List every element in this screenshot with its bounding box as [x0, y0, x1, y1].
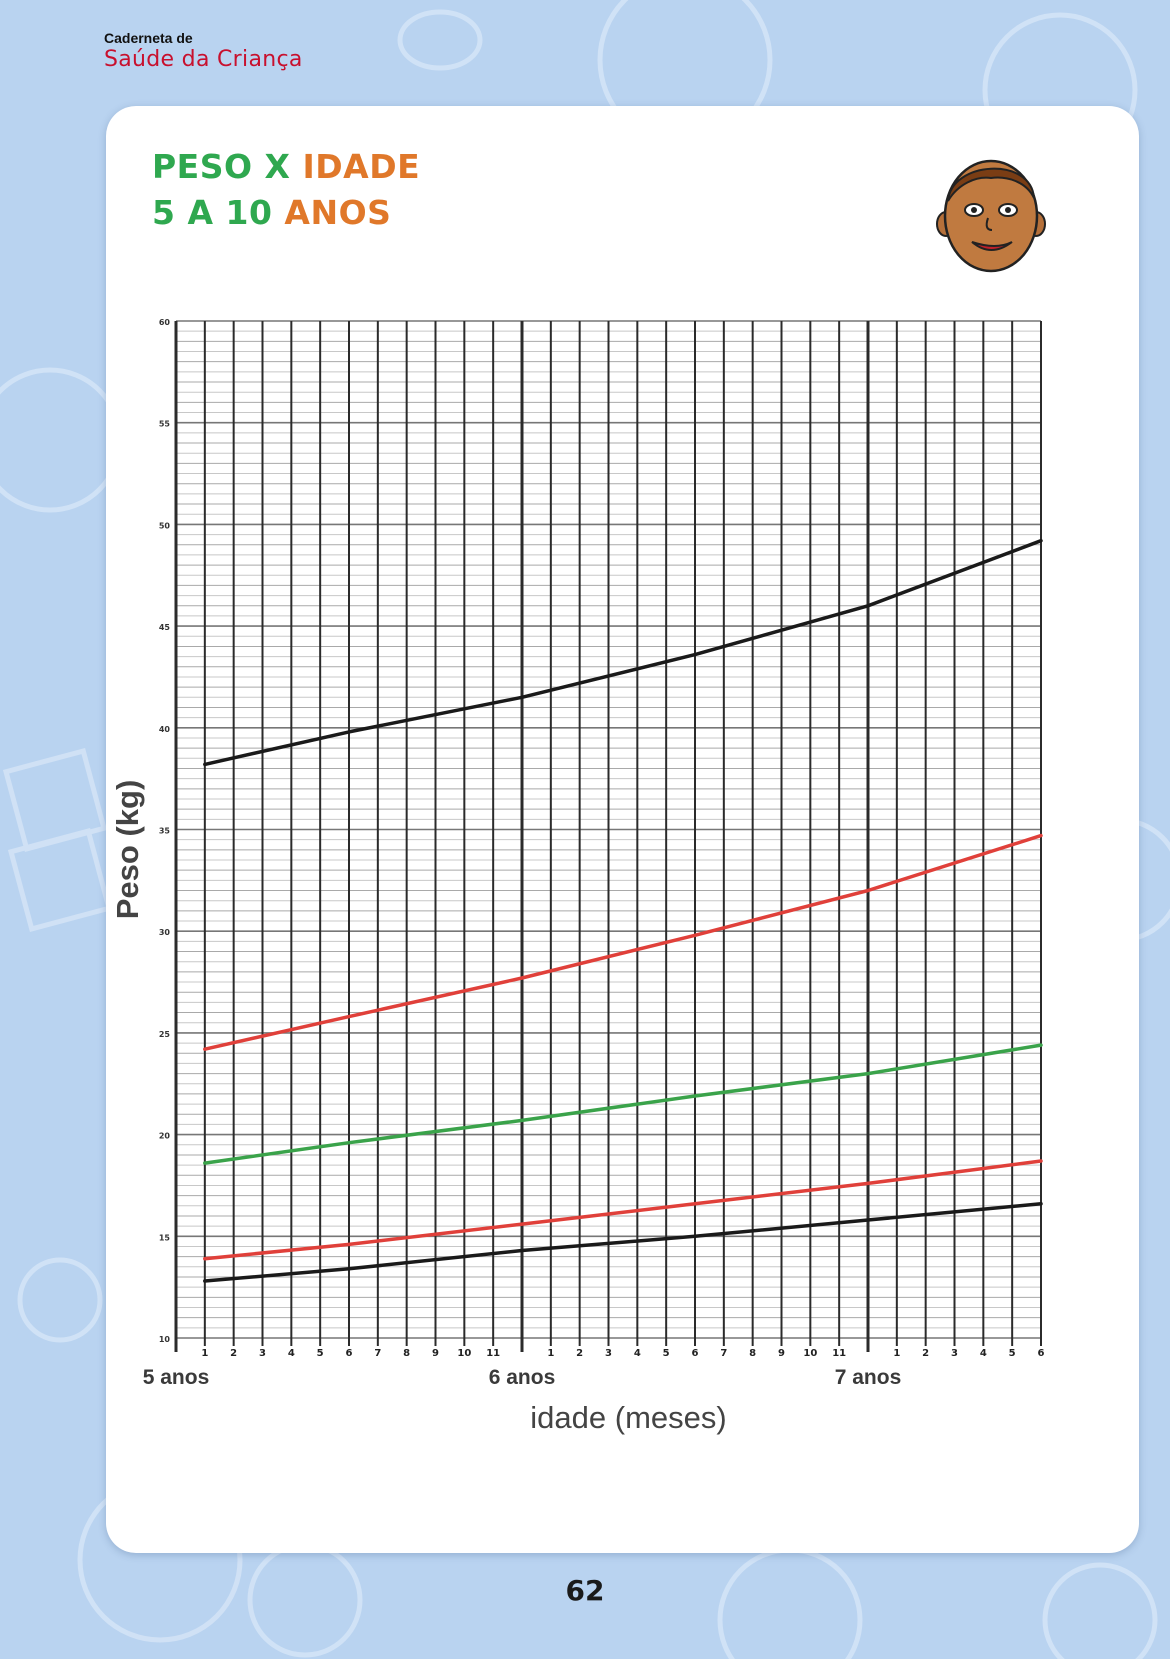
y-tick-label: 60: [159, 318, 171, 327]
x-tick-label: 10: [803, 1348, 817, 1359]
y-tick-label: 45: [159, 623, 171, 632]
x-tick-label: 11: [832, 1348, 846, 1359]
x-tick-label: 2: [922, 1348, 929, 1359]
x-axis-label: idade (meses): [530, 1400, 726, 1435]
page-number: 62: [565, 1574, 605, 1607]
brand-bottom-text: Saúde da Criança: [104, 47, 303, 72]
y-tick-label: 35: [159, 827, 171, 836]
x-tick-label: 7: [720, 1348, 727, 1359]
x-tick-label: 4: [634, 1348, 641, 1359]
chart-card: PESO X IDADE 5 A 10 ANOS 10 15 20 25 30 35 40 4…: [106, 106, 1139, 1553]
title-line-2-green: 5 A 10: [152, 193, 273, 232]
child-face-icon: [936, 159, 1046, 273]
year-label: 6 anos: [489, 1366, 556, 1389]
series-line: [203, 538, 1043, 767]
x-tick-label: 2: [230, 1348, 237, 1359]
x-tick-label: 5: [317, 1348, 324, 1359]
year-label: 7 anos: [835, 1366, 902, 1389]
x-tick-label: 7: [374, 1348, 381, 1359]
x-tick-label: 2: [576, 1348, 583, 1359]
x-tick-label: 3: [605, 1348, 612, 1359]
title-line-1-orange: IDADE: [302, 147, 421, 186]
x-tick-label: 9: [432, 1348, 439, 1359]
x-tick-label: 10: [457, 1348, 471, 1359]
x-tick-label: 8: [749, 1348, 756, 1359]
page-title: PESO X IDADE 5 A 10 ANOS: [152, 144, 420, 236]
y-tick-label: 50: [159, 521, 171, 530]
x-tick-label: 11: [486, 1348, 500, 1359]
y-tick-label: 10: [159, 1335, 171, 1344]
brand-logo: Caderneta de Saúde da Criança: [104, 30, 303, 74]
title-line-2: 5 A 10 ANOS: [152, 190, 420, 236]
y-tick-label: 55: [159, 420, 171, 429]
x-tick-label: 3: [951, 1348, 958, 1359]
x-tick-label: 6: [1038, 1348, 1045, 1359]
y-tick-label: 40: [159, 725, 171, 734]
brand-top-text: Caderneta de: [104, 30, 193, 46]
series-line: [203, 1202, 1043, 1283]
x-tick-label: 6: [692, 1348, 699, 1359]
y-tick-label: 30: [159, 928, 171, 937]
title-line-1: PESO X IDADE: [152, 144, 420, 190]
series-line: [203, 1043, 1043, 1165]
x-tick-label: 4: [288, 1348, 295, 1359]
title-line-2-orange: ANOS: [284, 193, 392, 232]
x-tick-label: 5: [663, 1348, 670, 1359]
series-line: [203, 833, 1043, 1051]
x-tick-label: 6: [346, 1348, 353, 1359]
x-tick-label: 8: [403, 1348, 410, 1359]
x-tick-label: 1: [547, 1348, 554, 1359]
x-tick-label: 1: [201, 1348, 208, 1359]
x-tick-label: 1: [893, 1348, 900, 1359]
x-tick-label: 9: [778, 1348, 785, 1359]
y-axis-label: Peso (kg): [110, 780, 145, 920]
x-tick-label: 3: [259, 1348, 266, 1359]
title-line-1-green: PESO X: [152, 147, 291, 186]
series-line: [203, 1159, 1043, 1261]
y-tick-label: 15: [159, 1233, 171, 1242]
y-tick-label: 20: [159, 1132, 171, 1141]
year-label: 5 anos: [143, 1366, 210, 1389]
x-tick-label: 5: [1009, 1348, 1016, 1359]
y-tick-label: 25: [159, 1030, 171, 1039]
x-tick-label: 4: [980, 1348, 987, 1359]
